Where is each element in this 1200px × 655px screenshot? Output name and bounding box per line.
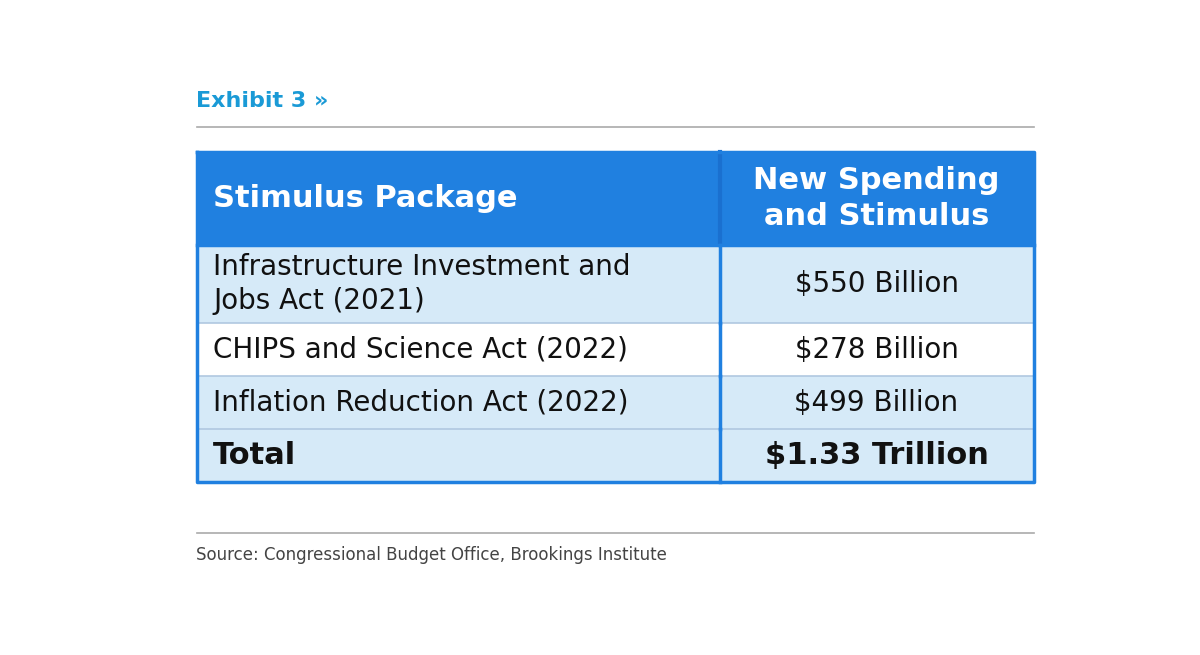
FancyBboxPatch shape [720, 245, 1033, 323]
FancyBboxPatch shape [197, 376, 720, 429]
Text: Source: Congressional Budget Office, Brookings Institute: Source: Congressional Budget Office, Bro… [197, 546, 667, 564]
FancyBboxPatch shape [197, 323, 720, 376]
Text: $550 Billion: $550 Billion [794, 270, 959, 298]
Text: New Spending
and Stimulus: New Spending and Stimulus [754, 166, 1000, 231]
Text: $1.33 Trillion: $1.33 Trillion [764, 441, 989, 470]
Text: $278 Billion: $278 Billion [794, 336, 959, 364]
FancyBboxPatch shape [720, 376, 1033, 429]
FancyBboxPatch shape [720, 429, 1033, 482]
Text: Total: Total [214, 441, 296, 470]
Text: $499 Billion: $499 Billion [794, 388, 959, 417]
Text: CHIPS and Science Act (2022): CHIPS and Science Act (2022) [214, 336, 628, 364]
FancyBboxPatch shape [720, 152, 1033, 245]
FancyBboxPatch shape [720, 323, 1033, 376]
FancyBboxPatch shape [197, 245, 720, 323]
FancyBboxPatch shape [197, 152, 720, 245]
Text: Infrastructure Investment and
Jobs Act (2021): Infrastructure Investment and Jobs Act (… [214, 253, 631, 316]
Text: Exhibit 3 »: Exhibit 3 » [197, 91, 329, 111]
Text: Stimulus Package: Stimulus Package [214, 184, 517, 213]
Text: Inflation Reduction Act (2022): Inflation Reduction Act (2022) [214, 388, 629, 417]
FancyBboxPatch shape [197, 429, 720, 482]
